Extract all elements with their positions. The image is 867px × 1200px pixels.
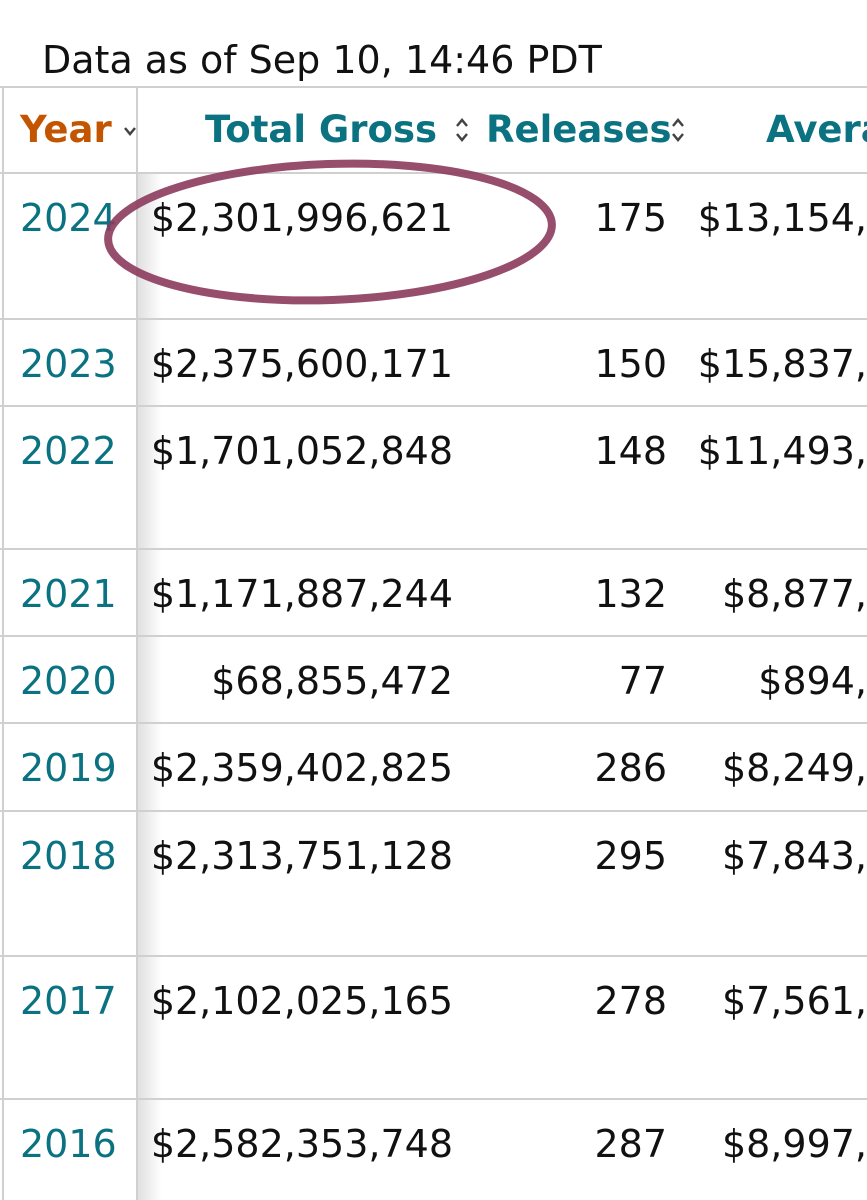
year-link[interactable]: 2020: [20, 659, 117, 703]
row-border: [0, 405, 867, 407]
sort-header[interactable]: Avera: [766, 108, 867, 151]
releases: 77: [618, 659, 667, 703]
sort-icon[interactable]: [670, 115, 686, 145]
sort-header[interactable]: Total Gross: [204, 108, 437, 151]
releases: 132: [594, 572, 667, 616]
header-border: [0, 86, 867, 88]
average: $7,843,: [721, 834, 867, 878]
year-link[interactable]: 2018: [20, 834, 117, 878]
row-border: [0, 1098, 867, 1100]
releases: 295: [594, 834, 667, 878]
average: $13,154,: [697, 196, 867, 240]
header-border: [0, 172, 867, 174]
average: $11,493,: [697, 429, 867, 473]
year-link[interactable]: 2019: [20, 746, 117, 790]
year-link[interactable]: 2021: [20, 572, 117, 616]
table-border: [2, 86, 4, 1200]
total-gross: $2,375,600,171: [150, 342, 453, 386]
releases: 175: [594, 196, 667, 240]
row-border: [0, 810, 867, 812]
sort-icon[interactable]: [122, 115, 138, 145]
sort-icon[interactable]: [454, 115, 470, 145]
row-border: [0, 318, 867, 320]
column-shadow: [138, 172, 162, 1200]
total-gross: $2,301,996,621: [150, 196, 453, 240]
average: $8,997,: [721, 1122, 867, 1166]
sort-header[interactable]: Releases: [486, 108, 672, 151]
year-link[interactable]: 2016: [20, 1122, 117, 1166]
total-gross: $1,171,887,244: [150, 572, 453, 616]
releases: 286: [594, 746, 667, 790]
column-divider: [136, 86, 138, 1200]
year-link[interactable]: 2017: [20, 979, 117, 1023]
year-link[interactable]: 2023: [20, 342, 117, 386]
average: $7,561,: [721, 979, 867, 1023]
row-border: [0, 635, 867, 637]
average: $894,: [758, 659, 867, 703]
releases: 150: [594, 342, 667, 386]
row-border: [0, 722, 867, 724]
row-border: [0, 548, 867, 550]
sort-header[interactable]: Year: [20, 108, 112, 151]
releases: 148: [594, 429, 667, 473]
average: $15,837,: [697, 342, 867, 386]
row-border: [0, 955, 867, 957]
average: $8,249,: [721, 746, 867, 790]
total-gross: $2,313,751,128: [150, 834, 453, 878]
total-gross: $2,582,353,748: [150, 1122, 453, 1166]
releases: 278: [594, 979, 667, 1023]
year-link[interactable]: 2024: [20, 196, 117, 240]
total-gross: $1,701,052,848: [150, 429, 453, 473]
total-gross: $68,855,472: [211, 659, 453, 703]
data-note: Data as of Sep 10, 14:46 PDT: [42, 38, 602, 82]
total-gross: $2,102,025,165: [150, 979, 453, 1023]
releases: 287: [594, 1122, 667, 1166]
year-link[interactable]: 2022: [20, 429, 117, 473]
average: $8,877,: [721, 572, 867, 616]
total-gross: $2,359,402,825: [150, 746, 453, 790]
